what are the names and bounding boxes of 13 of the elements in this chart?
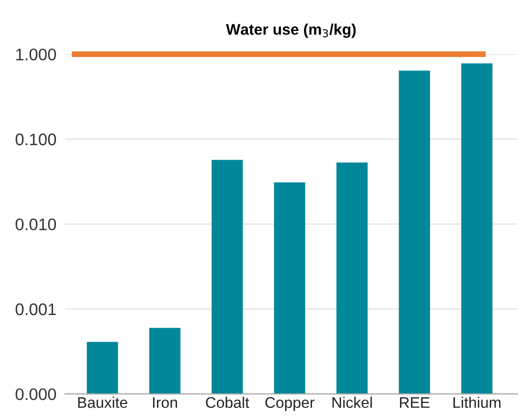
x-tick-label: REE xyxy=(400,397,430,408)
x-tick-label: Copper xyxy=(265,397,314,411)
x-tick-label: Bauxite xyxy=(78,396,128,408)
x-tick-label: Nickel xyxy=(332,396,372,408)
y-tick-label: 0.100 xyxy=(16,134,56,146)
chart-title: Water use (m$_{3}$/kg) xyxy=(226,24,356,38)
x-tick-label: Cobalt xyxy=(206,396,250,408)
y-tick-label: 0.000 xyxy=(16,388,56,400)
y-tick-label: 0.001 xyxy=(16,303,56,316)
x-tick-label: Iron xyxy=(153,397,178,408)
y-tick-label: 0.010 xyxy=(16,218,56,230)
y-tick-label: 1.000 xyxy=(16,48,56,60)
x-tick-label: Lithium xyxy=(453,396,500,408)
